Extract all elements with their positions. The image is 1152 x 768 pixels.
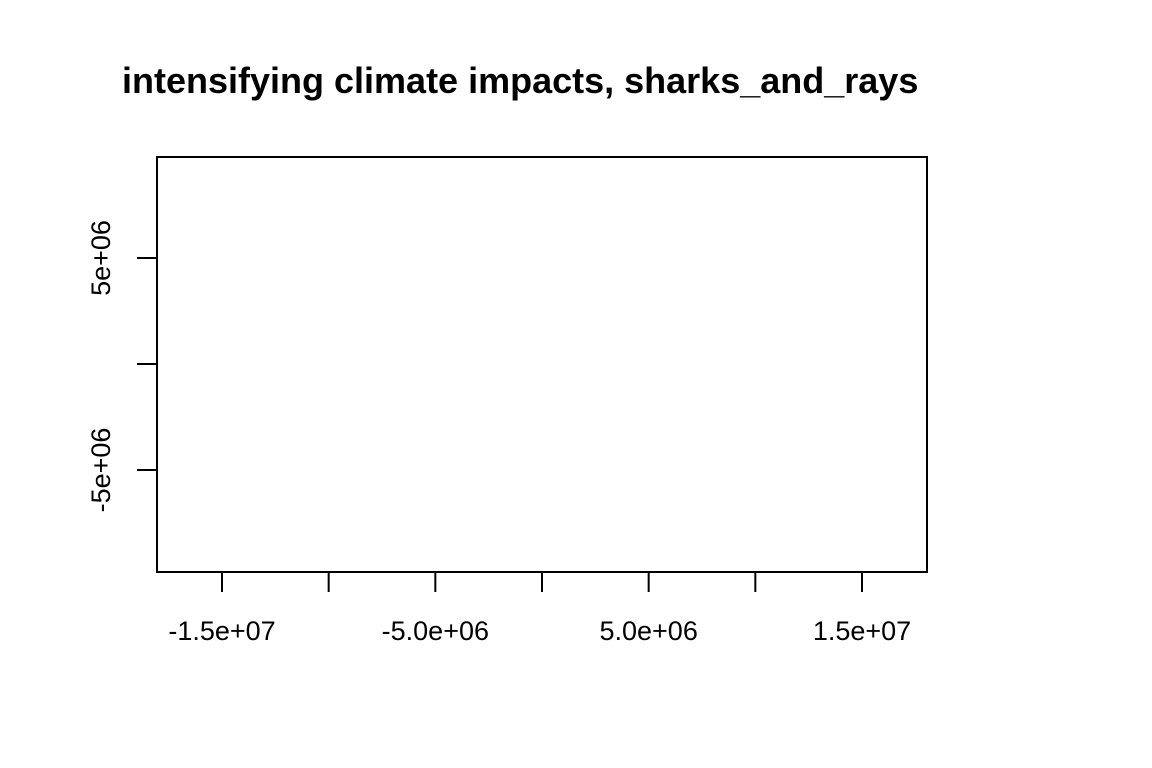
x-tick-label: -5.0e+06 <box>382 616 489 646</box>
y-tick-label: 5e+06 <box>86 220 116 296</box>
y-axis: -5e+06 5e+06 <box>86 220 157 512</box>
x-tick-label: 1.5e+07 <box>813 616 911 646</box>
chart-title: intensifying climate impacts, sharks_and… <box>122 60 918 101</box>
x-tick-label: 5.0e+06 <box>599 616 697 646</box>
plot-frame <box>156 156 928 573</box>
x-axis: -1.5e+07 -5.0e+06 5.0e+06 1.5e+07 <box>168 572 911 646</box>
x-tick-label: -1.5e+07 <box>168 616 275 646</box>
y-tick-label: -5e+06 <box>86 428 116 513</box>
